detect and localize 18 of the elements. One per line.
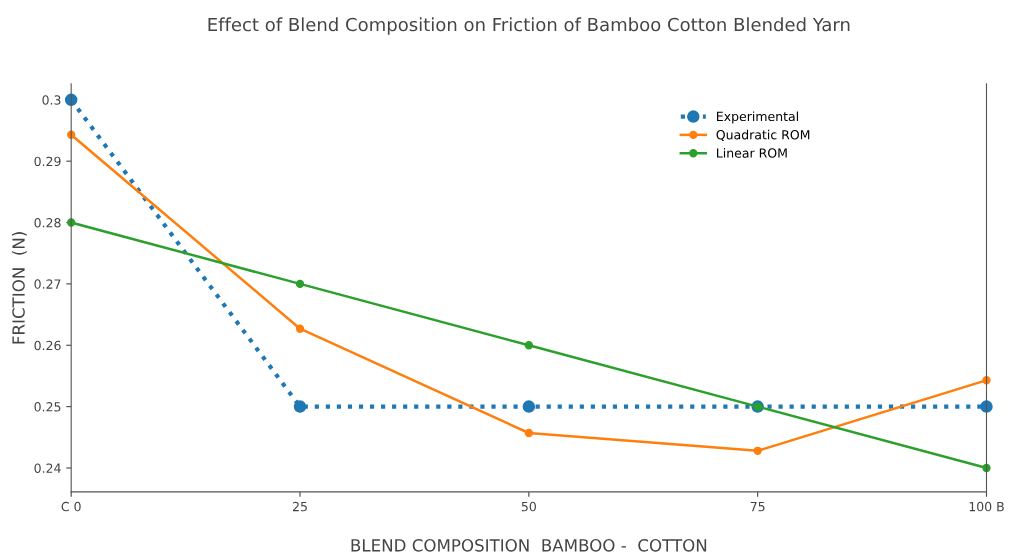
legend-label: Linear ROM xyxy=(717,148,787,158)
y-tick-label: 0.29 xyxy=(34,156,61,167)
x-tick-label: C 0 xyxy=(61,501,81,512)
y-tick-label: 0.24 xyxy=(34,463,61,473)
legend-label: Experimental xyxy=(717,111,798,124)
y-tick-label: 0.26 xyxy=(34,340,61,351)
chart-title: Effect of Blend Composition on Friction of Bamboo Cotton Blended Yarn xyxy=(208,17,850,35)
x-tick-label: 75 xyxy=(750,502,765,512)
x-tick-label: 100 B xyxy=(969,501,1004,512)
y-tick-label: 0.3 xyxy=(42,95,61,105)
legend-label: Quadratic ROM xyxy=(716,129,810,141)
y-tick-label: 0.28 xyxy=(34,218,61,228)
x-axis-title: BLEND COMPOSITION BAMBOO - COTTON xyxy=(351,539,707,552)
x-tick-label: 25 xyxy=(292,501,307,512)
y-axis-title: FRICTION (N) xyxy=(11,232,27,344)
y-tick-label: 0.27 xyxy=(34,279,61,289)
x-tick-label: 50 xyxy=(521,501,536,512)
y-tick-label: 0.25 xyxy=(34,402,61,412)
